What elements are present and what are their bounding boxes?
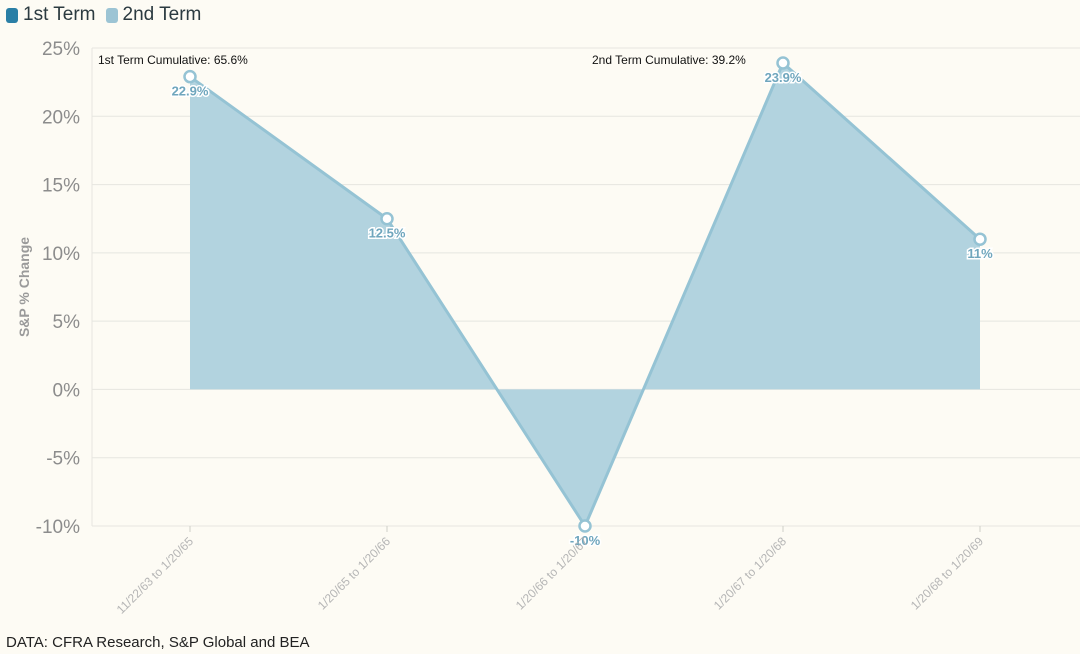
legend-label-2nd-term: 2nd Term [122, 4, 202, 25]
x-tick-label: 1/20/68 to 1/20/69 [908, 534, 987, 613]
y-tick-label: 25% [42, 39, 80, 60]
data-label: 12.5% [369, 226, 406, 241]
y-axis-title: S&P % Change [16, 237, 32, 337]
legend: 1st Term 2nd Term [6, 2, 201, 28]
y-tick-label: 5% [53, 312, 81, 333]
data-point [380, 211, 394, 226]
data-label: 22.9% [172, 84, 209, 99]
legend-item-2nd-term[interactable]: 2nd Term [105, 4, 202, 26]
data-point [183, 69, 197, 84]
legend-swatch-2nd-term [105, 7, 118, 23]
cumulative-annotation: 2nd Term Cumulative: 39.2% [592, 53, 746, 67]
x-tick-label: 1/20/65 to 1/20/66 [315, 534, 394, 613]
legend-item-1st-term[interactable]: 1st Term [6, 4, 96, 26]
x-tick-label: 1/20/67 to 1/20/68 [711, 534, 790, 613]
y-tick-label: -5% [46, 449, 80, 470]
legend-swatch-1st-term [6, 7, 18, 23]
data-label: 11% [967, 246, 993, 261]
area-chart: 25% 20% 15% 10% 5% 0% -5% -10% S&P % Change 22.9%… [16, 39, 1080, 617]
area-fill [190, 63, 980, 526]
source-note: DATA: CFRA Research, S&P Global and BEA [6, 634, 310, 651]
x-tick-label: 11/22/63 to 1/20/65 [114, 534, 197, 617]
x-tick-label: 1/20/66 to 1/20/67 [513, 534, 592, 613]
data-point [776, 56, 790, 70]
data-label: -10% [570, 533, 601, 548]
data-point [578, 519, 592, 533]
cumulative-annotation: 1st Term Cumulative: 65.6% [98, 53, 248, 67]
y-tick-label: -10% [36, 517, 80, 538]
y-tick-label: 10% [42, 244, 80, 265]
y-tick-label: 15% [42, 176, 80, 197]
y-tick-label: 20% [42, 107, 80, 128]
legend-label-1st-term: 1st Term [23, 4, 96, 25]
data-label: 23.9% [765, 70, 802, 85]
y-tick-label: 0% [53, 380, 81, 401]
data-point [973, 232, 987, 246]
